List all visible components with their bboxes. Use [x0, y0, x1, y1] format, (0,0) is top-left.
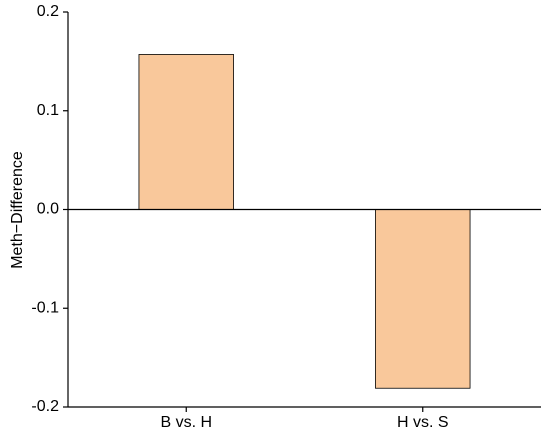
y-tick-label: -0.1 [31, 299, 59, 316]
y-tick-label: 0.2 [37, 3, 59, 20]
y-tick-label: 0.1 [37, 102, 59, 119]
x-tick-label: B vs. H [160, 414, 212, 431]
y-tick-label: 0.0 [37, 201, 59, 218]
y-tick-label: -0.2 [31, 398, 59, 415]
x-tick-label: H vs. S [397, 414, 449, 431]
bar [138, 54, 234, 210]
bar [375, 209, 471, 389]
y-axis-label: Meth−Difference [9, 151, 26, 269]
